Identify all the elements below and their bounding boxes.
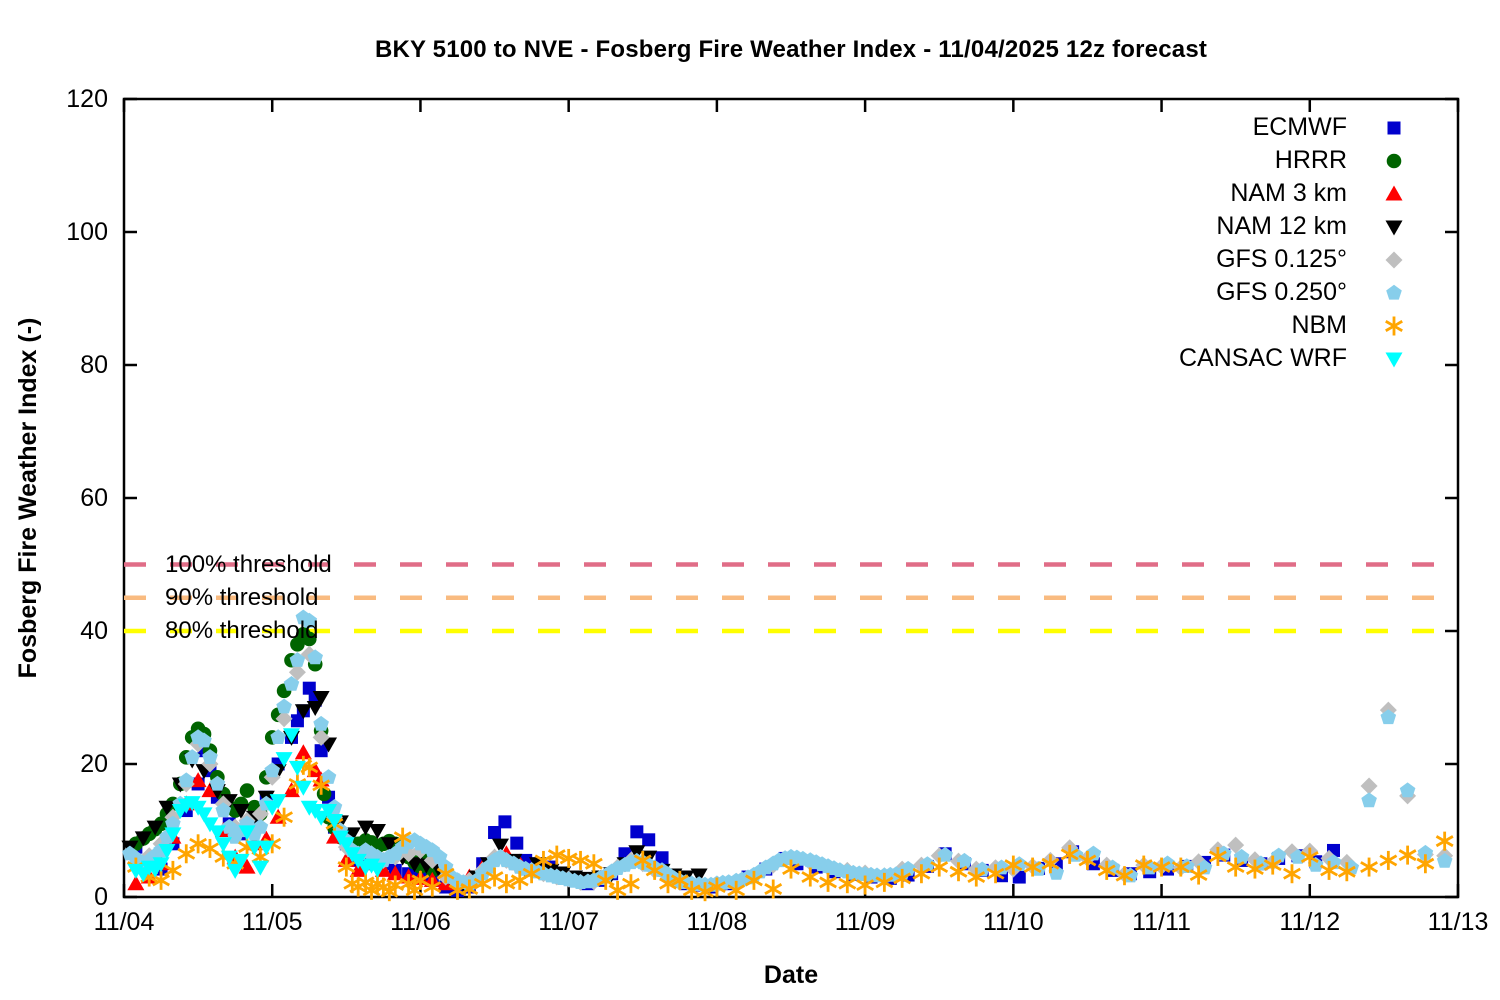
y-tick-label: 20 xyxy=(80,750,108,778)
x-tick-label: 11/05 xyxy=(241,908,303,936)
x-tick-label: 11/04 xyxy=(93,908,155,936)
legend-item-nam-12-km: NAM 12 km xyxy=(1097,210,1441,243)
legend-label: GFS 0.250° xyxy=(1216,278,1347,306)
asterisk-marker-icon xyxy=(1347,311,1441,341)
series-cansac-wrf xyxy=(127,728,386,883)
x-tick-label: 11/09 xyxy=(834,908,896,936)
y-tick-label: 0 xyxy=(94,883,108,911)
square-marker-icon xyxy=(1347,113,1441,143)
triangle-down-marker-icon xyxy=(1347,212,1441,242)
legend-item-nam-3-km: NAM 3 km xyxy=(1097,177,1441,210)
x-tick-label: 11/13 xyxy=(1427,908,1489,936)
legend-item-hrrr: HRRR xyxy=(1097,144,1441,177)
diamond-marker-icon xyxy=(1347,245,1441,275)
threshold-label: 100% threshold xyxy=(165,550,332,578)
legend-label: CANSAC WRF xyxy=(1178,344,1347,372)
legend-label: NAM 3 km xyxy=(1230,179,1347,207)
x-tick-label: 11/11 xyxy=(1132,908,1191,936)
x-tick-label: 11/12 xyxy=(1279,908,1341,936)
y-tick-label: 100 xyxy=(66,218,108,246)
legend-item-gfs-0-250-: GFS 0.250° xyxy=(1097,276,1441,309)
legend-label: HRRR xyxy=(1274,146,1347,174)
x-tick-label: 11/10 xyxy=(982,908,1044,936)
chart-title: BKY 5100 to NVE - Fosberg Fire Weather I… xyxy=(374,36,1208,63)
x-tick-label: 11/07 xyxy=(538,908,600,936)
triangle-down-marker-icon xyxy=(1347,344,1441,374)
triangle-up-marker-icon xyxy=(1347,179,1441,209)
series-nbm xyxy=(126,755,1454,902)
y-tick-label: 80 xyxy=(80,351,108,379)
legend-item-nbm: NBM xyxy=(1097,309,1441,342)
legend-label: NAM 12 km xyxy=(1216,212,1347,240)
threshold-label: 90% threshold xyxy=(165,583,319,611)
legend-label: NBM xyxy=(1291,311,1347,339)
x-axis-label: Date xyxy=(763,961,819,989)
legend-label: ECMWF xyxy=(1252,113,1347,141)
y-tick-label: 40 xyxy=(80,617,108,645)
legend-label: GFS 0.125° xyxy=(1216,245,1347,273)
legend-item-gfs-0-125-: GFS 0.125° xyxy=(1097,243,1441,276)
threshold-label: 80% threshold xyxy=(165,617,319,644)
y-tick-label: 60 xyxy=(80,484,108,512)
legend-item-cansac-wrf: CANSAC WRF xyxy=(1097,342,1441,375)
circle-marker-icon xyxy=(1347,146,1441,176)
x-tick-label: 11/06 xyxy=(390,908,451,936)
pentagon-marker-icon xyxy=(1347,278,1441,308)
legend-item-ecmwf: ECMWF xyxy=(1097,111,1441,144)
x-tick-label: 11/08 xyxy=(686,908,748,936)
legend: ECMWF HRRR NAM 3 km NAM 12 km GFS 0.125° GFS … xyxy=(1097,111,1441,375)
y-tick-label: 120 xyxy=(66,85,108,113)
